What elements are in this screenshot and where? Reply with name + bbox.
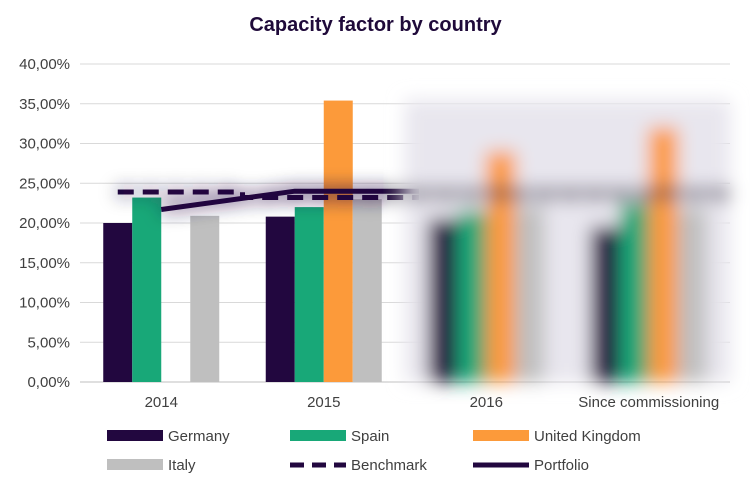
bar-spain-2016 — [457, 211, 487, 382]
bar-italy-2015 — [352, 199, 382, 382]
legend-label: Portfolio — [534, 457, 589, 474]
y-tick-label: 5,00% — [27, 334, 70, 351]
bar-germany-2014 — [103, 223, 133, 382]
bar-united-kingdom-2016 — [486, 151, 516, 382]
legend-label: Benchmark — [351, 457, 427, 474]
x-category-label: 2016 — [470, 394, 503, 411]
legend-item-benchmark: Benchmark — [290, 457, 427, 474]
bar-italy-since-commissioning — [677, 208, 707, 382]
legend-label: United Kingdom — [534, 428, 641, 445]
legend-item-italy: Italy — [107, 457, 196, 474]
legend-item-united-kingdom: United Kingdom — [473, 428, 641, 445]
legend-swatch — [107, 430, 163, 441]
x-category-label: 2014 — [145, 394, 178, 411]
y-tick-label: 40,00% — [19, 56, 70, 73]
legend-label: Italy — [168, 457, 196, 474]
legend-swatch — [290, 430, 346, 441]
y-tick-label: 25,00% — [19, 175, 70, 192]
bar-italy-2016 — [515, 207, 545, 382]
legend-swatch — [107, 459, 163, 470]
y-axis-ticks: 0,00% 5,00% 10,00% 15,00% 20,00% 25,00% 30,00%… — [19, 56, 70, 391]
x-axis-categories: 2014 2015 2016 Since commissioning — [145, 394, 720, 411]
y-tick-label: 30,00% — [19, 136, 70, 153]
y-tick-label: 35,00% — [19, 96, 70, 113]
line-portfolio-blurred — [160, 188, 730, 212]
x-category-label: 2015 — [307, 394, 340, 411]
bar-germany-2016 — [428, 219, 458, 382]
bar-italy-2014 — [190, 215, 220, 382]
y-tick-label: 20,00% — [19, 215, 70, 232]
bar-germany-since-commissioning — [590, 226, 620, 382]
y-tick-label: 15,00% — [19, 255, 70, 272]
bar-series — [103, 100, 382, 382]
blurred-region — [117, 100, 730, 382]
bar-spain-2015 — [294, 207, 324, 382]
legend-item-portfolio: Portfolio — [473, 457, 589, 474]
bar-germany-2015 — [265, 216, 295, 382]
x-category-label: Since commissioning — [578, 394, 719, 411]
bar-united-kingdom-since-commissioning — [648, 127, 678, 382]
legend: Germany Spain United Kingdom Italy Benchmark… — [107, 428, 641, 474]
legend-swatch — [473, 430, 529, 441]
legend-label: Spain — [351, 428, 389, 445]
y-tick-label: 10,00% — [19, 295, 70, 312]
bar-spain-2014 — [132, 197, 162, 382]
line-benchmark-blurred — [117, 189, 730, 201]
legend-item-germany: Germany — [107, 428, 230, 445]
bar-united-kingdom-2015 — [323, 100, 353, 382]
bar-spain-since-commissioning — [619, 203, 649, 382]
legend-item-spain: Spain — [290, 428, 389, 445]
y-tick-label: 0,00% — [27, 374, 70, 391]
legend-label: Germany — [168, 428, 230, 445]
chart-title: Capacity factor by country — [249, 14, 502, 36]
